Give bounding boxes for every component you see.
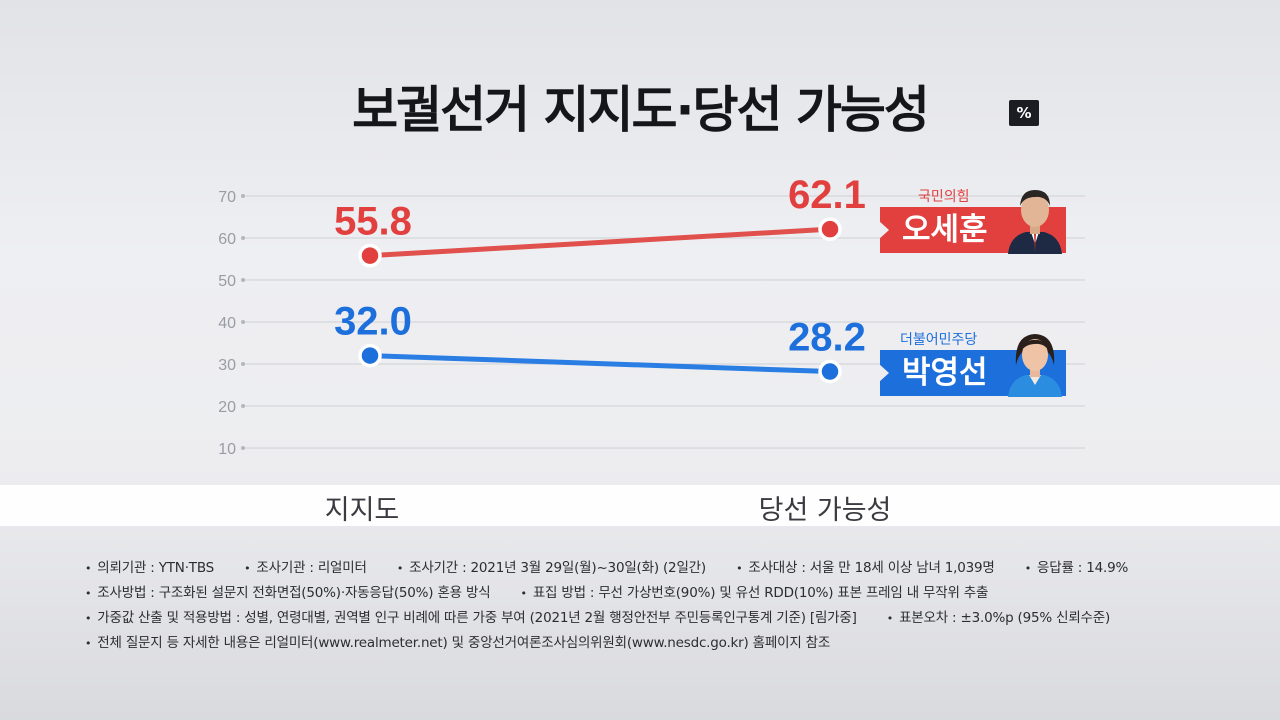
category-label-win-possibility: 당선 가능성 xyxy=(758,495,892,526)
candidate-name: 오세훈 xyxy=(902,212,988,248)
notes-line-2: 조사방법 : 구조화된 설문지 전화면접(50%)·자동응답(50%) 혼용 방… xyxy=(85,581,1235,606)
survey-notes: 의뢰기관 : YTN·TBS 조사기관 : 리얼미터 조사기간 : 2021년 … xyxy=(85,556,1235,656)
candidate-photo-icon xyxy=(1008,190,1062,254)
y-tick-label: 60 xyxy=(218,231,236,248)
note-item: 전체 질문지 등 자세한 내용은 리얼미터(www.realmeter.net)… xyxy=(85,635,830,651)
notes-line-3: 가중값 산출 및 적용방법 : 성별, 연령대별, 권역별 인구 비례에 따른 … xyxy=(85,606,1235,631)
category-label-support: 지지도 xyxy=(324,495,400,526)
tick-dot xyxy=(241,404,245,408)
tick-dot xyxy=(241,194,245,198)
data-label: 55.8 xyxy=(334,200,412,244)
note-item: 조사기간 : 2021년 3월 29일(월)~30일(화) (2일간) xyxy=(397,560,706,576)
category-band xyxy=(0,485,1280,526)
chart-series: 55.8 62.1 32.0 28.2 xyxy=(334,173,866,384)
tick-dot xyxy=(241,446,245,450)
notes-line-1: 의뢰기관 : YTN·TBS 조사기관 : 리얼미터 조사기간 : 2021년 … xyxy=(85,556,1235,581)
note-item: 의뢰기관 : YTN·TBS xyxy=(85,560,214,576)
note-item: 조사대상 : 서울 만 18세 이상 남녀 1,039명 xyxy=(736,560,995,576)
note-item: 조사방법 : 구조화된 설문지 전화면접(50%)·자동응답(50%) 혼용 방… xyxy=(85,585,491,601)
candidate-card-oh: 국민의힘 오세훈 xyxy=(880,172,1070,254)
title-area: 보궐선거 지지도·당선 가능성 xyxy=(0,70,1280,142)
y-tick-label: 50 xyxy=(218,273,236,290)
unit-badge: % xyxy=(1009,100,1039,126)
notes-line-4: 전체 질문지 등 자세한 내용은 리얼미터(www.realmeter.net)… xyxy=(85,631,1235,656)
y-tick-label: 10 xyxy=(218,441,236,458)
candidate-photo-icon xyxy=(1008,334,1062,397)
note-item: 표본오차 : ±3.0%p (95% 신뢰수준) xyxy=(887,610,1110,626)
data-point xyxy=(358,343,382,368)
data-point xyxy=(358,243,382,268)
series-line xyxy=(367,226,833,259)
y-tick-label: 20 xyxy=(218,399,236,416)
y-tick-label: 40 xyxy=(218,315,236,332)
y-tick-label: 70 xyxy=(218,189,236,206)
tick-dot xyxy=(241,236,245,240)
candidate-party: 국민의힘 xyxy=(918,189,970,205)
note-item: 조사기관 : 리얼미터 xyxy=(244,560,367,576)
tick-dot xyxy=(241,362,245,366)
candidate-party: 더불어민주당 xyxy=(900,332,978,348)
note-item: 가중값 산출 및 적용방법 : 성별, 연령대별, 권역별 인구 비례에 따른 … xyxy=(85,610,857,626)
data-point xyxy=(818,359,842,384)
series-line xyxy=(367,353,833,375)
tick-dot xyxy=(241,320,245,324)
data-point xyxy=(818,217,842,241)
tick-dot xyxy=(241,278,245,282)
data-label: 32.0 xyxy=(334,300,412,344)
data-label: 28.2 xyxy=(788,316,866,360)
chart-title: 보궐선거 지지도·당선 가능성 xyxy=(352,81,930,139)
y-tick-label: 30 xyxy=(218,357,236,374)
note-item: 응답률 : 14.9% xyxy=(1025,560,1129,576)
candidate-card-park: 더불어민주당 박영선 xyxy=(880,315,1070,397)
data-label: 62.1 xyxy=(788,173,866,217)
note-item: 표집 방법 : 무선 가상번호(90%) 및 유선 RDD(10%) 표본 프레… xyxy=(521,585,989,601)
candidate-name: 박영선 xyxy=(902,355,988,391)
